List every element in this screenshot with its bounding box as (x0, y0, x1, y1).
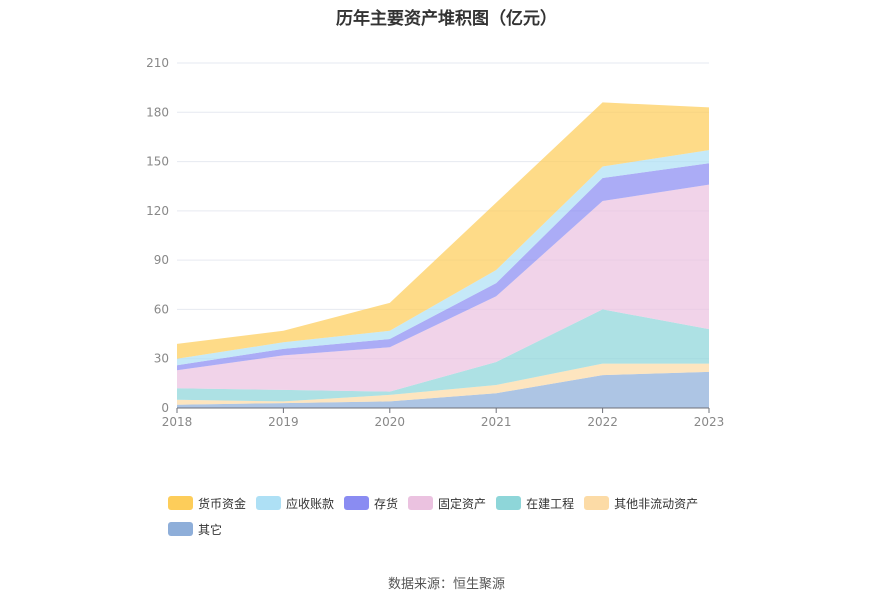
area-series-存货 (177, 163, 709, 371)
area-series-其他非流动资产 (177, 363, 709, 405)
area-series-固定资产 (177, 184, 709, 392)
area-series-在建工程 (177, 309, 709, 402)
x-tick-label: 2019 (268, 415, 299, 429)
legend-label: 其它 (198, 522, 223, 537)
x-tick-label: 2022 (587, 415, 618, 429)
y-tick-label: 30 (154, 352, 169, 366)
legend-swatch (496, 496, 522, 510)
area-series-货币资金 (177, 102, 709, 359)
legend-label: 货币资金 (198, 496, 247, 511)
legend-item[interactable]: 其它 (168, 520, 222, 538)
y-tick-label: 180 (146, 105, 169, 119)
area-series-应收账款 (177, 150, 709, 366)
y-tick-label: 60 (154, 302, 169, 316)
chart-title: 历年主要资产堆积图（亿元） (336, 9, 557, 29)
legend-item[interactable]: 应收账款 (256, 494, 334, 512)
legend-swatch (408, 496, 434, 510)
axes: 0 30 60 90 120 150 180 210 2018 2019 2020 2021 2022 2… (146, 56, 724, 429)
stacked-area-chart: 0 30 60 90 120 150 180 210 2018 2019 2020 2021 2022 2… (146, 56, 724, 429)
legend-swatch (344, 496, 370, 510)
x-tick-label: 2023 (694, 415, 725, 429)
area-series (177, 102, 709, 408)
x-tick-label: 2018 (162, 415, 193, 429)
legend-swatch (256, 496, 282, 510)
y-tick-label: 150 (146, 155, 169, 169)
legend-swatch (168, 496, 193, 510)
x-tick-label: 2020 (375, 415, 406, 429)
y-tick-label: 210 (146, 56, 169, 70)
legend-label: 其他非流动资产 (614, 496, 699, 511)
y-tick-label: 90 (154, 253, 169, 267)
legend-label: 存货 (374, 496, 399, 511)
legend: 货币资金 应收账款 存货 固定资产 在建工程 其他非流动资产其它 (168, 494, 768, 546)
legend-item[interactable]: 存货 (344, 494, 398, 512)
x-tick-label: 2021 (481, 415, 512, 429)
legend-item[interactable]: 在建工程 (496, 494, 574, 512)
legend-item[interactable]: 固定资产 (408, 494, 486, 512)
y-tick-label: 120 (146, 204, 169, 218)
legend-label: 应收账款 (286, 496, 335, 511)
legend-item[interactable]: 货币资金 (168, 494, 246, 512)
y-tick-label: 0 (161, 401, 169, 415)
legend-label: 在建工程 (526, 496, 575, 511)
legend-swatch (584, 496, 610, 510)
data-source: 数据来源：恒生聚源 (387, 577, 505, 592)
legend-label: 固定资产 (438, 496, 487, 511)
area-series-其它 (177, 371, 709, 408)
legend-item[interactable]: 其他非流动资产 (584, 494, 698, 512)
legend-swatch (168, 522, 193, 536)
